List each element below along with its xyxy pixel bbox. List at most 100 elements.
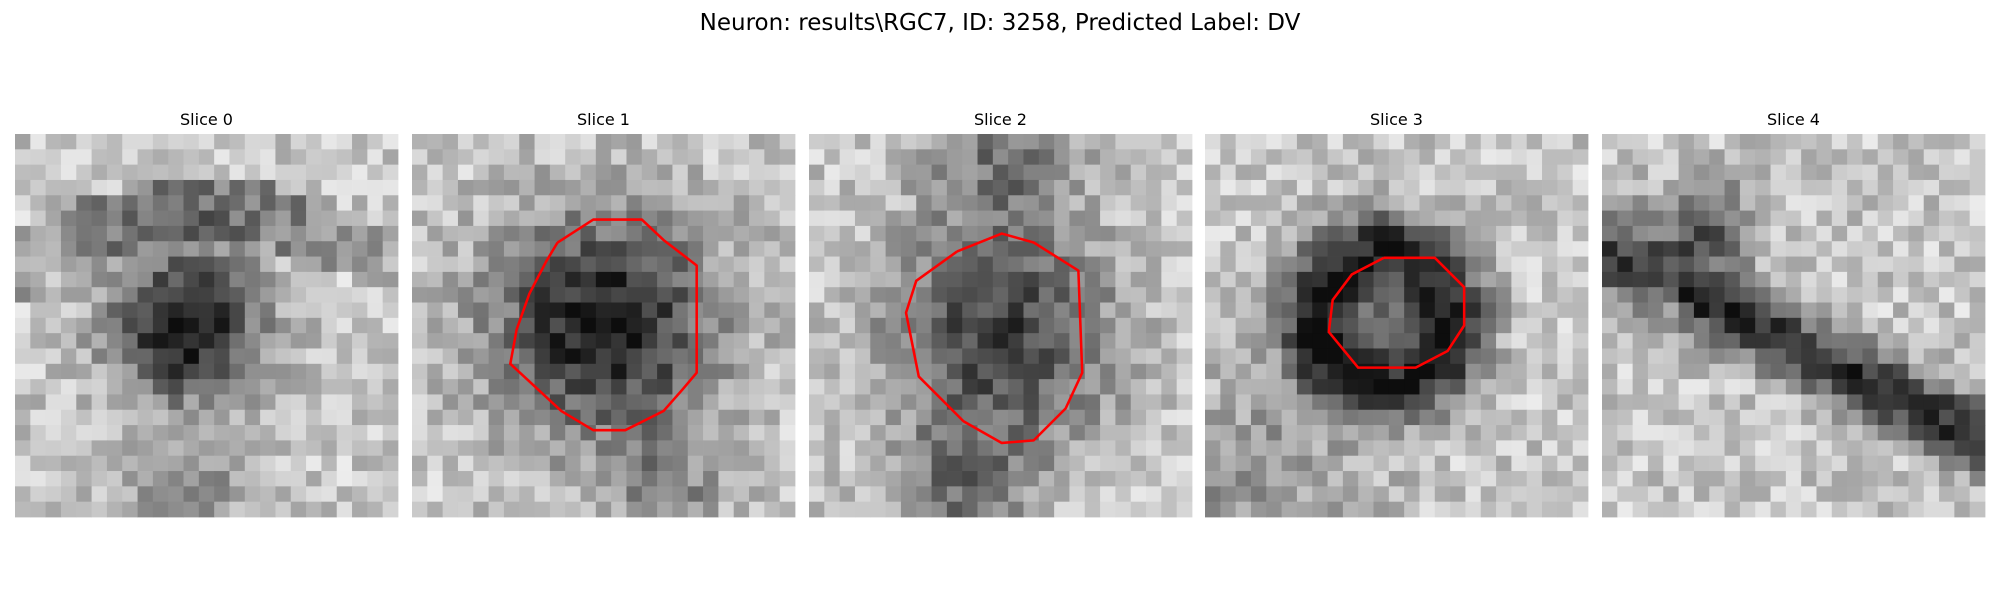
pixel — [1205, 379, 1221, 395]
pixel — [718, 394, 735, 411]
pixel — [1709, 471, 1725, 487]
pixel — [60, 363, 77, 380]
pixel — [977, 394, 994, 411]
pixel — [1342, 134, 1359, 150]
pixel — [427, 348, 444, 365]
pixel — [916, 379, 932, 395]
pixel — [733, 149, 750, 166]
pixel — [1008, 455, 1024, 472]
pixel — [1496, 455, 1512, 472]
pixel — [885, 394, 902, 411]
pixel — [1862, 287, 1879, 303]
pixel — [1496, 363, 1512, 380]
pixel — [718, 134, 735, 150]
pixel — [1739, 440, 1756, 457]
pixel — [1023, 287, 1040, 303]
pixel — [1663, 333, 1679, 349]
pixel — [1816, 471, 1833, 487]
pixel — [885, 179, 902, 196]
pixel — [1404, 409, 1420, 426]
pixel — [1250, 134, 1267, 150]
pixel — [946, 440, 963, 457]
pixel — [1176, 195, 1193, 211]
pixel — [992, 317, 1009, 334]
pixel — [764, 317, 781, 334]
pixel — [1969, 363, 1986, 380]
pixel — [1480, 179, 1497, 196]
pixel — [1893, 134, 1909, 150]
pixel — [1602, 486, 1618, 503]
pixel — [1084, 348, 1101, 365]
pixel — [1480, 379, 1497, 395]
pixel — [718, 241, 735, 257]
pixel — [1220, 425, 1237, 441]
pixel — [290, 455, 307, 472]
pixel — [1235, 333, 1252, 349]
pixel — [1739, 501, 1756, 518]
pixel — [260, 455, 276, 472]
pixel — [412, 256, 428, 273]
pixel — [30, 149, 47, 166]
pixel — [1908, 455, 1925, 472]
pixel — [1526, 379, 1543, 395]
pixel — [352, 271, 368, 288]
pixel — [1511, 164, 1528, 181]
pixel — [1296, 486, 1313, 503]
pixel — [473, 195, 489, 211]
pixel — [1146, 409, 1162, 426]
pixel — [1023, 425, 1040, 441]
pixel — [76, 210, 92, 227]
pixel — [488, 333, 505, 349]
pixel — [1724, 455, 1741, 472]
pixel — [1069, 287, 1086, 303]
pixel — [488, 271, 505, 288]
pixel — [1084, 164, 1101, 181]
pixel — [1831, 256, 1848, 273]
pixel — [382, 164, 399, 181]
pixel — [1908, 210, 1925, 227]
pixel — [1205, 455, 1221, 472]
pixel — [1342, 271, 1359, 288]
pixel — [1434, 394, 1451, 411]
pixel — [1054, 501, 1070, 518]
pixel — [1130, 164, 1147, 181]
pixel — [1969, 134, 1986, 150]
pixel — [168, 302, 184, 319]
pixel — [854, 333, 871, 349]
pixel — [1130, 501, 1147, 518]
pixel — [1038, 455, 1055, 472]
pixel — [641, 164, 658, 181]
pixel — [1388, 256, 1405, 273]
pixel — [1954, 179, 1971, 196]
pixel — [718, 210, 735, 227]
pixel — [1954, 164, 1971, 181]
pixel — [1235, 471, 1252, 487]
pixel — [916, 302, 932, 319]
pixel — [244, 241, 261, 257]
pixel — [824, 317, 841, 334]
pixel — [1908, 287, 1925, 303]
pixel — [1100, 164, 1116, 181]
pixel — [1220, 394, 1237, 411]
pixel — [1617, 149, 1634, 166]
pixel — [1312, 302, 1328, 319]
pixel — [1511, 134, 1528, 150]
pixel — [946, 379, 963, 395]
pixel — [1693, 471, 1710, 487]
pixel — [1130, 440, 1147, 457]
pixel — [152, 225, 169, 242]
pixel — [565, 256, 581, 273]
pixel — [1130, 210, 1147, 227]
pixel — [1419, 195, 1436, 211]
pixel — [1146, 256, 1162, 273]
pixel — [1404, 440, 1420, 457]
pixel — [1511, 195, 1528, 211]
pixel — [962, 379, 978, 395]
pixel — [1847, 195, 1863, 211]
pixel — [1617, 425, 1634, 441]
pixel — [641, 471, 658, 487]
pixel — [1693, 287, 1710, 303]
pixel — [152, 149, 169, 166]
pixel — [1816, 195, 1833, 211]
pixel — [442, 363, 459, 380]
